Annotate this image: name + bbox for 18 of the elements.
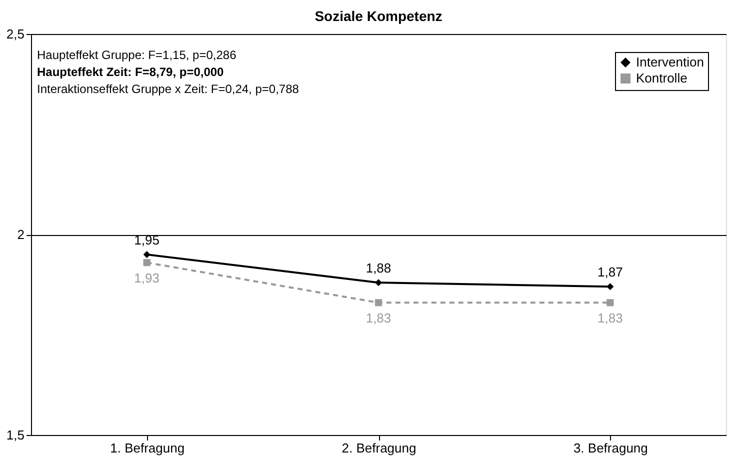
data-label: 1,87 bbox=[598, 264, 623, 280]
chart-title: Soziale Kompetenz bbox=[314, 8, 442, 24]
x-tick-label: 1. Befragung bbox=[110, 440, 185, 456]
y-tick-label: 2 bbox=[17, 227, 24, 242]
data-label: 1,83 bbox=[598, 310, 623, 326]
annotation: Interaktionseffekt Gruppe x Zeit: F=0,24, p=0,788 bbox=[37, 82, 300, 96]
legend-label: Intervention bbox=[636, 54, 704, 70]
y-tick-label: 2,5 bbox=[6, 26, 24, 42]
x-tick-label: 2. Befragung bbox=[342, 440, 416, 456]
point bbox=[606, 299, 614, 306]
data-label: 1,88 bbox=[366, 260, 392, 276]
annotation: Haupteffekt Zeit: F=8,79, p=0,000 bbox=[37, 65, 224, 79]
data-label: 1,83 bbox=[366, 310, 392, 326]
y-tick-label: 1,5 bbox=[6, 428, 24, 442]
data-label: 1,93 bbox=[134, 270, 160, 286]
annotation: Haupteffekt Gruppe: F=1,15, p=0,286 bbox=[37, 48, 237, 62]
legend-label: Kontrolle bbox=[636, 70, 688, 86]
x-tick-label: 3. Befragung bbox=[573, 440, 648, 456]
